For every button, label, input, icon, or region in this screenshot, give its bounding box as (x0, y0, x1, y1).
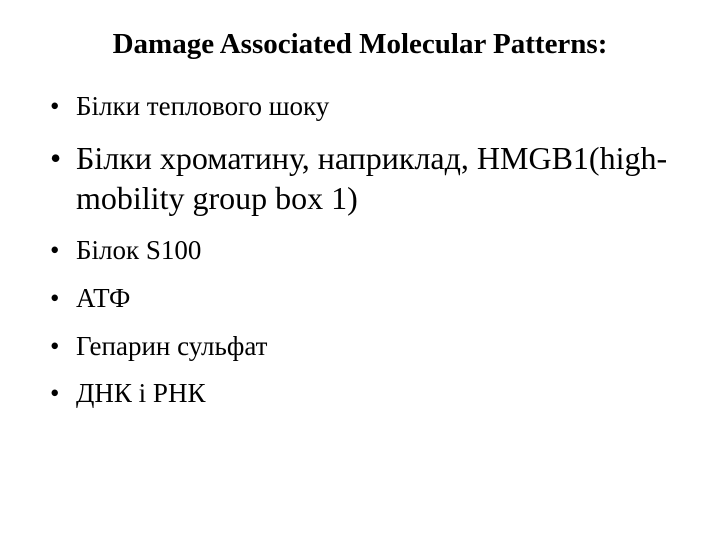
bullet-list: Білки теплового шоку Білки хроматину, на… (46, 90, 674, 411)
list-item: ДНК і РНК (46, 377, 674, 411)
list-item: АТФ (46, 282, 674, 316)
list-item: Білок S100 (46, 234, 674, 268)
slide-title: Damage Associated Molecular Patterns: (46, 26, 674, 62)
slide: Damage Associated Molecular Patterns: Бі… (0, 0, 720, 540)
list-item: Білки хроматину, наприклад, HMGB1(high-m… (46, 138, 674, 218)
list-item: Гепарин сульфат (46, 330, 674, 364)
list-item: Білки теплового шоку (46, 90, 674, 124)
